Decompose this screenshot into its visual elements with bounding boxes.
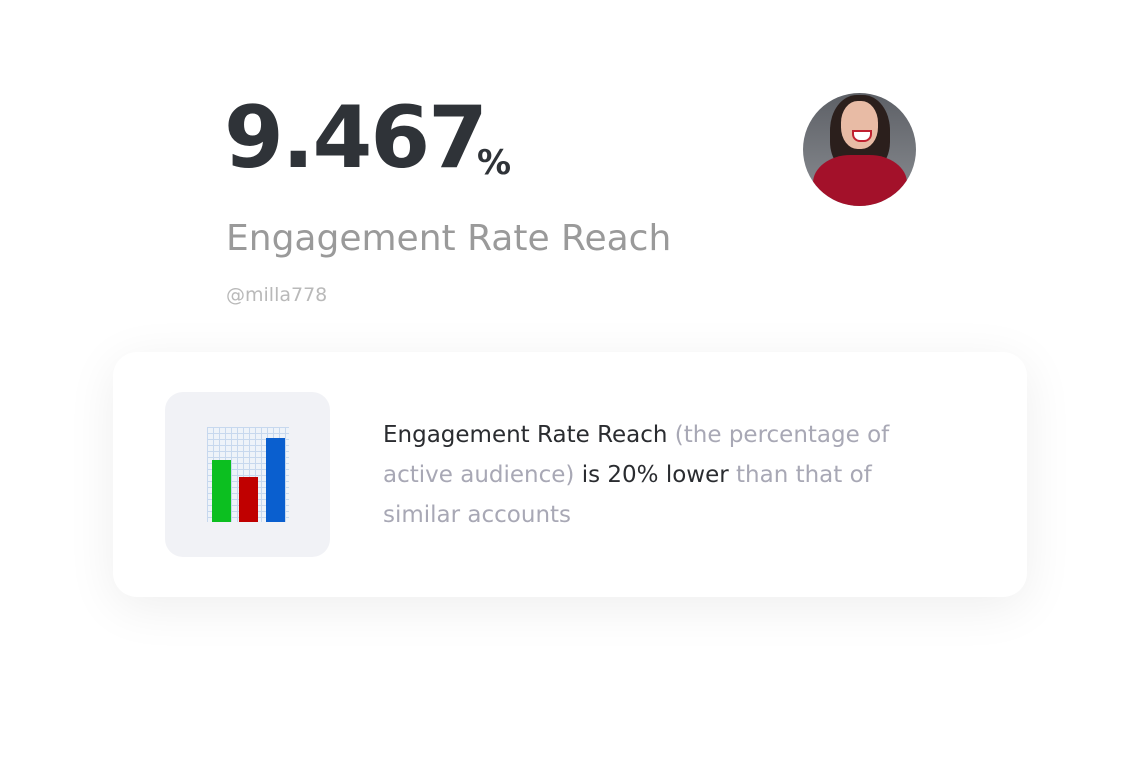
metric-unit: % [477, 143, 512, 183]
insight-context: than that of similar accounts [383, 462, 872, 528]
icon-bar [212, 460, 231, 522]
insight-text: Engagement Rate Reach (the percentage of… [383, 415, 923, 535]
avatar [803, 93, 916, 206]
icon-bar [239, 477, 258, 522]
metric-value: 9.467 [224, 88, 488, 188]
insight-card: Engagement Rate Reach (the percentage of… [113, 352, 1027, 597]
username-handle: @milla778 [226, 284, 328, 306]
insight-definition: (the percentage of active audience) [383, 422, 890, 488]
metric-label: Engagement Rate Reach [226, 218, 672, 259]
icon-container [165, 392, 330, 557]
bar-chart-icon [207, 427, 289, 522]
icon-bar [266, 438, 285, 522]
insight-comparison: is 20% lower [581, 462, 729, 488]
insight-subject: Engagement Rate Reach [383, 422, 668, 448]
